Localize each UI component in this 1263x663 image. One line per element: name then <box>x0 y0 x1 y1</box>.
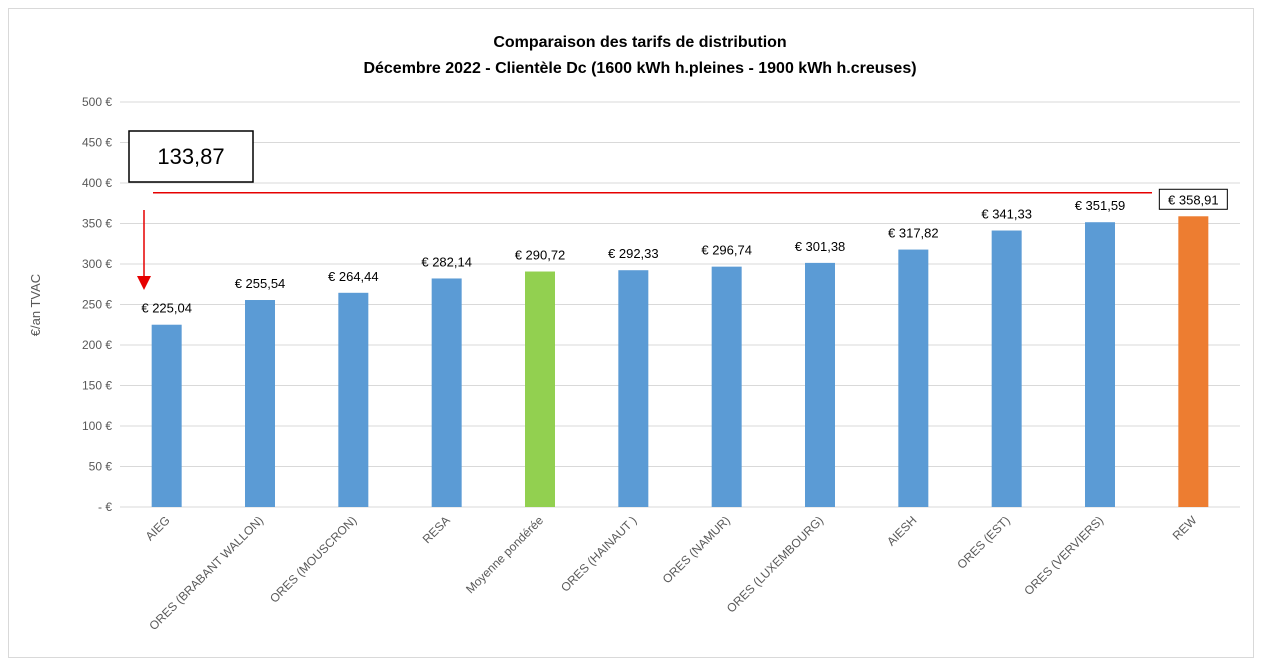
y-tick-label: 200 € <box>82 338 112 352</box>
bar <box>151 324 182 507</box>
category-label: REW <box>1170 513 1200 543</box>
gridlines <box>120 101 1240 508</box>
y-tick-label: - € <box>98 500 112 514</box>
annotation: 133,87 <box>128 130 1152 290</box>
y-tick-labels: - € 50 € 100 € 150 € 200 € 250 € 300 € 350 € 400… <box>82 95 112 514</box>
y-tick-label: 400 € <box>82 176 112 190</box>
data-label: € 292,33 <box>608 246 659 261</box>
category-label: Moyenne pondérée <box>463 513 546 596</box>
category-label: AIESH <box>884 513 919 548</box>
category-label: ORES (NAMUR) <box>660 513 733 586</box>
data-label-box <box>1158 188 1228 210</box>
category-label: AIEG <box>143 513 173 543</box>
y-tick-label: 250 € <box>82 298 112 312</box>
data-label: € 282,14 <box>421 254 472 269</box>
bar <box>525 271 555 507</box>
category-label: ORES (HAINAUT ) <box>558 513 639 594</box>
arrow-head <box>137 276 151 290</box>
category-label: ORES (MOUSCRON) <box>267 513 359 605</box>
bar <box>431 278 462 507</box>
y-axis-label: €/an TVAC <box>28 274 43 336</box>
data-label: € 301,38 <box>795 239 846 254</box>
y-tick-label: 450 € <box>82 136 112 150</box>
data-label: € 317,82 <box>888 226 939 241</box>
y-tick-label: 150 € <box>82 379 112 393</box>
bars <box>151 216 1209 507</box>
data-label: € 296,74 <box>701 243 752 258</box>
y-tick-label: 350 € <box>82 217 112 231</box>
bar <box>618 270 649 507</box>
data-label: € 358,91 <box>1168 192 1219 207</box>
annotation-text: 133,87 <box>157 144 224 169</box>
chart-title: Comparaison des tarifs de distribution <box>493 34 786 51</box>
bar <box>805 262 835 507</box>
data-label: € 264,44 <box>328 269 379 284</box>
data-label: € 351,59 <box>1075 198 1126 213</box>
bar <box>1178 216 1209 507</box>
category-label: ORES (LUXEMBOURG) <box>724 513 826 615</box>
bar <box>991 230 1022 507</box>
data-label: € 341,33 <box>981 207 1032 222</box>
bar <box>338 292 369 507</box>
bar <box>898 249 929 507</box>
bar <box>711 266 742 507</box>
data-labels: € 225,04 € 255,54 € 264,44 € 282,14 € 290,72… <box>141 188 1228 316</box>
chart-subtitle: Décembre 2022 - Clientèle Dc (1600 kWh h… <box>363 60 916 77</box>
y-tick-label: 100 € <box>82 419 112 433</box>
y-tick-label: 300 € <box>82 257 112 271</box>
y-tick-label: 500 € <box>82 95 112 109</box>
bar <box>1085 222 1115 507</box>
data-label: € 255,54 <box>235 276 286 291</box>
category-label: RESA <box>420 513 453 546</box>
data-label: € 290,72 <box>515 248 566 263</box>
category-label: ORES (EST) <box>954 513 1012 571</box>
data-label: € 225,04 <box>141 301 192 316</box>
category-label: ORES (VERVIERS) <box>1021 513 1106 598</box>
y-tick-label: 50 € <box>89 460 113 474</box>
annotation-box <box>128 130 254 183</box>
bar <box>245 300 275 507</box>
